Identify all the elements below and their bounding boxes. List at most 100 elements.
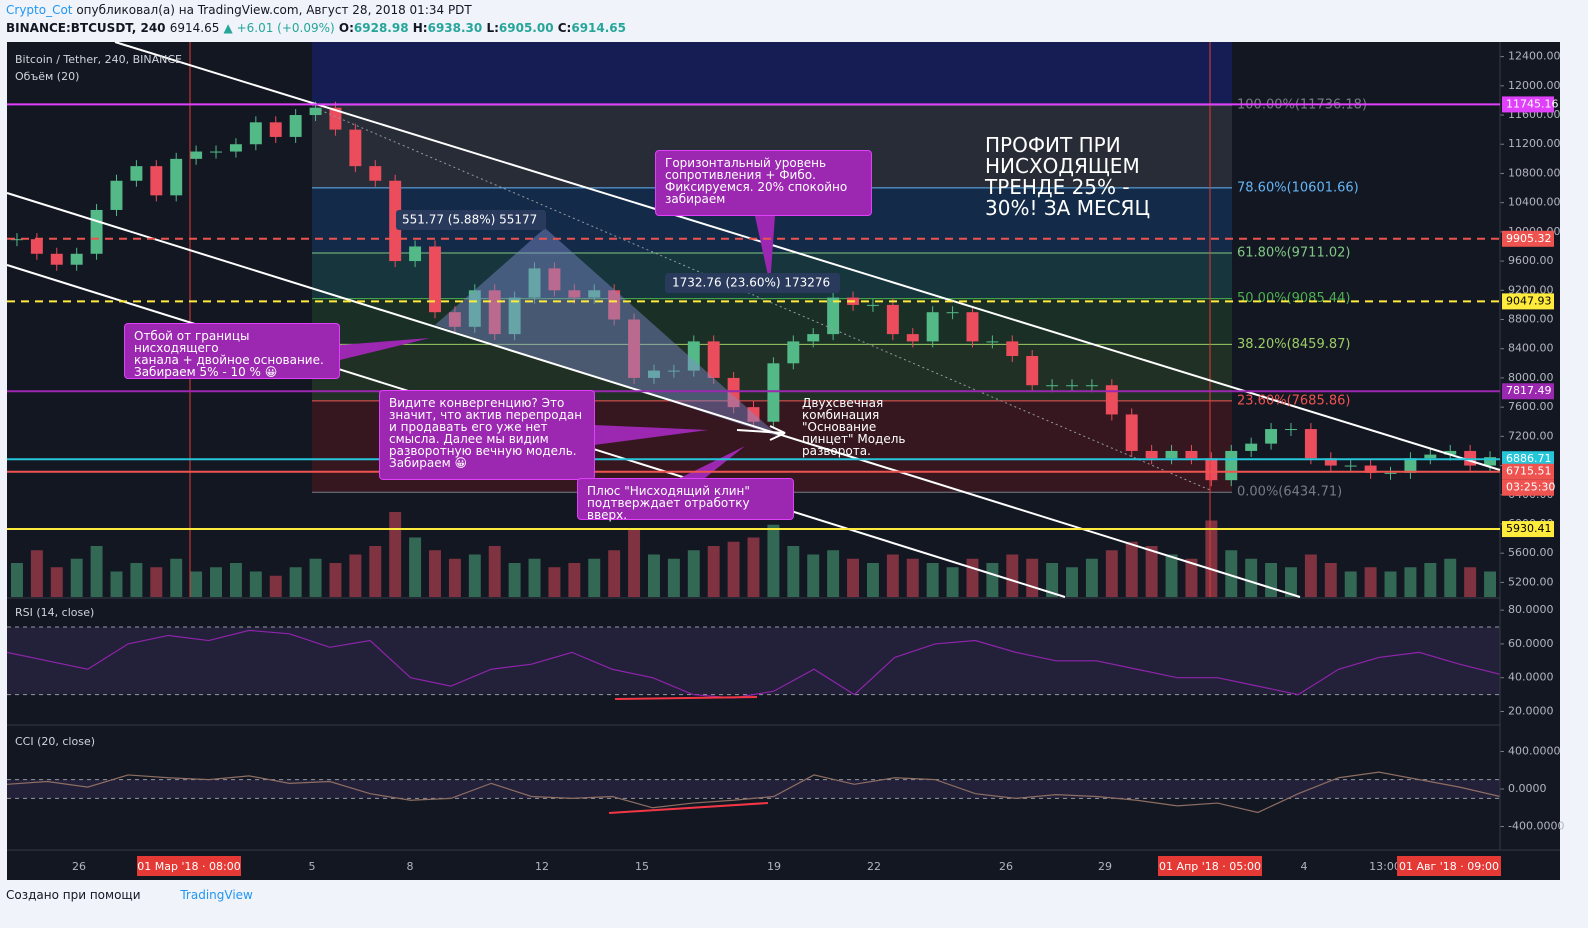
band-fill	[7, 627, 1500, 695]
candle	[1404, 458, 1417, 473]
candle	[1364, 465, 1377, 473]
volume-bar	[1125, 541, 1138, 597]
volume-bar	[1066, 567, 1078, 597]
volume-bar	[229, 563, 242, 597]
volume-bar	[628, 529, 641, 597]
volume-bar	[747, 537, 760, 597]
price-tag-label: 6886.71	[1506, 452, 1552, 465]
l-label: L:	[486, 21, 499, 35]
volume-bar	[409, 537, 422, 597]
volume-bar	[866, 563, 879, 597]
volume-bar	[767, 524, 780, 597]
y-tick-label: 12000.00	[1508, 79, 1561, 92]
candle	[1304, 429, 1317, 459]
volume-bar	[369, 546, 382, 597]
volume-bar	[1424, 563, 1437, 597]
volume-bar	[1085, 558, 1098, 597]
callout: Отбой от границы нисходящего канала + дв…	[124, 323, 340, 379]
cci-line	[6, 771, 1501, 814]
volume-bar	[508, 563, 521, 597]
candle	[588, 290, 601, 298]
brand[interactable]: TradingView	[180, 888, 253, 902]
candle	[747, 407, 760, 422]
candle	[946, 312, 959, 314]
candle	[429, 246, 441, 313]
candle	[1185, 450, 1198, 459]
callout: Горизонтальный уровень сопротивления + Ф…	[655, 150, 872, 216]
volume-bar	[249, 571, 262, 597]
trendline	[114, 41, 1501, 471]
candle	[369, 166, 382, 181]
candle	[608, 290, 621, 320]
candle	[1424, 454, 1437, 459]
candle	[1344, 465, 1357, 467]
fib-label: 61.80%(9711.02)	[1237, 245, 1350, 260]
measure-box	[665, 273, 840, 293]
volume-bar	[1245, 558, 1258, 597]
y-tick-label: 7200.00	[1508, 429, 1554, 442]
candle	[1324, 458, 1337, 466]
volume-bar	[210, 567, 222, 597]
zone	[312, 42, 1232, 104]
x-tick-label: 01 Мар '18 · 08:00	[137, 860, 240, 873]
x-tick-label: 12	[535, 860, 549, 873]
volume-bar	[1324, 563, 1337, 597]
y-tick-label: 400.0000	[1508, 744, 1561, 757]
candle	[349, 129, 362, 167]
candle	[190, 151, 203, 159]
price-tag-label: 9905.32	[1506, 232, 1552, 245]
volume-bar	[468, 554, 481, 597]
candle	[488, 290, 501, 335]
volume-bar	[389, 512, 402, 597]
candle	[1265, 429, 1278, 444]
fib-label: 23.60%(7685.86)	[1237, 393, 1350, 408]
volume-bar	[1165, 554, 1178, 597]
y-tick-label: 8000.00	[1508, 371, 1554, 384]
volume-bar	[329, 563, 342, 597]
price-tag	[1502, 463, 1554, 480]
volume-bar	[309, 558, 322, 597]
price-tag	[1502, 293, 1554, 310]
volume-bar	[1464, 567, 1477, 597]
x-tick-label: 19	[767, 860, 781, 873]
candle	[468, 290, 481, 327]
fib-label: 78.60%(10601.66)	[1237, 180, 1359, 195]
measure-box	[396, 210, 546, 230]
volume-bar	[986, 563, 999, 597]
time-tag	[1397, 856, 1501, 876]
candle	[130, 166, 143, 181]
candle	[906, 334, 919, 342]
volume-bar	[429, 550, 441, 597]
x-tick-label: 13:00	[1369, 860, 1401, 873]
candle	[647, 370, 660, 378]
price-tag-label: 11745.16	[1506, 97, 1559, 110]
volume-bar	[687, 550, 700, 597]
candle	[528, 268, 541, 298]
volume-bar	[190, 571, 203, 597]
author[interactable]: Crypto_Cot	[6, 3, 73, 17]
published: опубликовал(а) на TradingView.com, Авгус…	[76, 3, 472, 17]
candle	[886, 304, 899, 335]
candle	[1165, 450, 1178, 459]
volume-bar	[110, 571, 123, 597]
volume-bar	[528, 558, 541, 597]
rsi-line	[6, 629, 1501, 699]
volume-bar	[90, 546, 103, 597]
price-tag	[1502, 521, 1554, 538]
candle	[1225, 450, 1238, 481]
y-tick-label: 60.0000	[1508, 637, 1554, 650]
chart-title: Bitcoin / Tether, 240, BINANCE	[15, 53, 182, 66]
h: 6938.30	[427, 21, 483, 35]
fib-label: 0.00%(6434.71)	[1237, 485, 1342, 500]
candle	[10, 239, 23, 241]
rsi-title: RSI (14, close)	[15, 606, 94, 619]
dotted-line	[319, 109, 1211, 491]
candle	[787, 341, 800, 364]
x-tick-label: 15	[635, 860, 649, 873]
candle	[329, 107, 342, 130]
candle	[568, 290, 581, 298]
volume-bar	[608, 550, 621, 597]
cci-title: CCI (20, close)	[15, 735, 95, 748]
volume-bar	[926, 563, 939, 597]
volume-bar	[1105, 550, 1118, 597]
